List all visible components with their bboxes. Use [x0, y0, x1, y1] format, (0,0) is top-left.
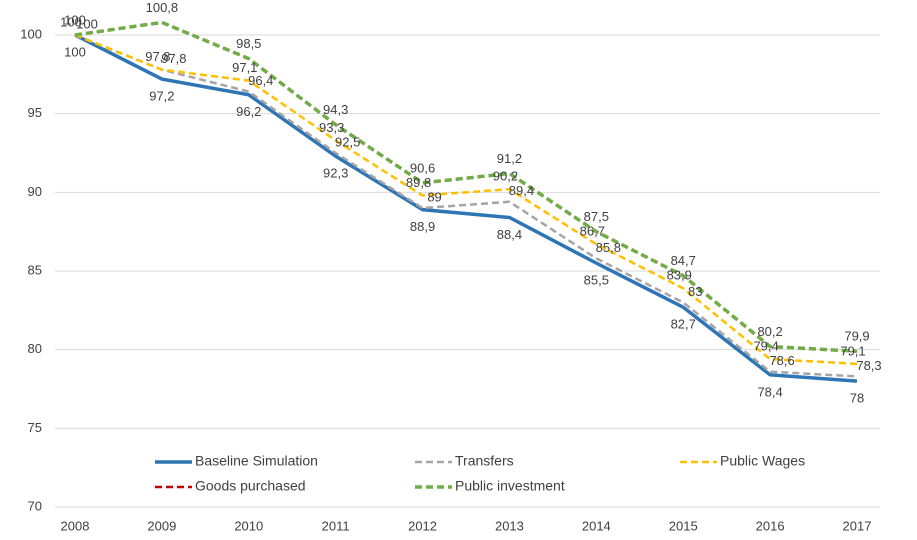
data-label: 97,8 [145, 49, 170, 64]
series-line [74, 33, 858, 383]
data-label: 87,5 [584, 209, 609, 224]
legend-label: Transfers [455, 453, 514, 469]
x-tick-label: 2012 [408, 518, 437, 533]
data-label: 80,2 [757, 324, 782, 339]
data-label: 97,8 [161, 51, 186, 66]
data-label: 79,9 [844, 329, 869, 344]
series-line [74, 33, 858, 366]
data-label: 89 [427, 190, 441, 205]
y-tick-label: 80 [28, 341, 42, 356]
data-label: 83 [688, 284, 702, 299]
x-tick-label: 2014 [582, 518, 611, 533]
series-line [74, 20, 858, 353]
data-label: 90,6 [410, 160, 435, 175]
data-label: 79,4 [753, 339, 778, 354]
data-label: 93,3 [319, 120, 344, 135]
data-label: 89,8 [406, 175, 431, 190]
x-tick-label: 2010 [234, 518, 263, 533]
legend-label: Public investment [455, 478, 565, 494]
legend-label: Public Wages [720, 453, 805, 469]
data-label: 88,4 [497, 227, 522, 242]
data-label: 78,4 [757, 384, 782, 399]
legend-label: Baseline Simulation [195, 453, 318, 469]
data-label: 100 [76, 16, 98, 31]
x-tick-label: 2011 [322, 518, 350, 533]
data-label: 96,2 [236, 104, 261, 119]
data-label: 89,4 [509, 183, 534, 198]
data-label: 78,3 [856, 358, 881, 373]
y-tick-label: 75 [28, 420, 42, 435]
data-label: 90,2 [493, 169, 518, 184]
data-label: 92,3 [323, 166, 348, 181]
data-label: 85,5 [584, 273, 609, 288]
y-tick-label: 90 [28, 184, 42, 199]
data-label: 91,2 [497, 151, 522, 166]
data-label: 100 [60, 14, 82, 29]
y-tick-label: 95 [28, 105, 42, 120]
data-label: 100 [64, 12, 86, 27]
data-label: 79,1 [840, 343, 865, 358]
y-tick-label: 70 [28, 498, 42, 513]
y-tick-label: 100 [20, 26, 42, 41]
data-label: 86,7 [580, 224, 605, 239]
data-label: 78 [850, 391, 864, 406]
x-tick-label: 2016 [756, 518, 785, 533]
data-label: 96,4 [248, 73, 273, 88]
legend: Baseline Simulation Transfers Public Wages… [155, 453, 805, 494]
data-label: 78,6 [769, 353, 794, 368]
y-tick-label: 85 [28, 262, 42, 277]
data-label: 98,5 [236, 36, 261, 51]
data-label: 94,3 [323, 102, 348, 117]
data-label: 97,2 [149, 88, 174, 103]
data-label: 82,7 [671, 317, 696, 332]
series-line [74, 33, 858, 378]
x-tick-label: 2009 [147, 518, 176, 533]
data-label: 88,9 [410, 219, 435, 234]
data-label: 85,8 [596, 240, 621, 255]
x-tick-label: 2013 [495, 518, 524, 533]
legend-label: Goods purchased [195, 478, 306, 494]
data-label: 100 [64, 44, 86, 59]
x-tick-label: 2008 [61, 518, 90, 533]
data-label: 92,5 [335, 134, 360, 149]
data-label: 100,8 [146, 0, 179, 15]
data-label: 84,7 [671, 253, 696, 268]
data-label: 83,9 [667, 268, 692, 283]
x-tick-label: 2017 [843, 518, 872, 533]
x-tick-label: 2015 [669, 518, 698, 533]
data-label: 97,1 [232, 60, 257, 75]
